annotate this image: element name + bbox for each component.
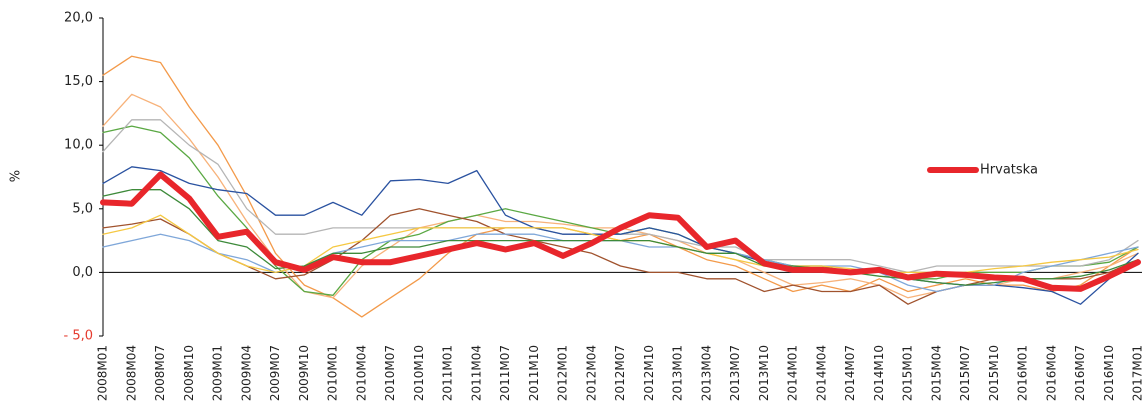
x-tick-label: 2015M10 xyxy=(987,345,1001,401)
x-tick-label: 2014M04 xyxy=(814,345,828,401)
x-tick-label: 2009M04 xyxy=(239,345,253,401)
x-tick-label: 2016M01 xyxy=(1016,345,1030,401)
x-tick-label: 2013M10 xyxy=(757,345,771,401)
y-tick-label: 15,0 xyxy=(64,74,93,89)
series-line xyxy=(102,119,1139,274)
y-tick-label: 5,0 xyxy=(72,201,93,216)
x-tick-label: 2010M07 xyxy=(383,345,397,401)
x-tick-label: 2016M10 xyxy=(1102,345,1116,401)
series-line xyxy=(102,189,1139,286)
y-tick-label: 20,0 xyxy=(64,11,93,26)
x-tick-label: 2013M04 xyxy=(699,345,713,401)
x-tick-label: 2013M07 xyxy=(728,345,742,401)
y-tick-label: 0,0 xyxy=(72,265,93,280)
x-tick-label: 2011M01 xyxy=(441,345,455,401)
x-tick-label: 2015M07 xyxy=(958,345,972,401)
x-tick-label: 2008M01 xyxy=(96,345,110,401)
highlight-line xyxy=(100,171,1141,292)
x-tick-label: 2009M01 xyxy=(211,345,225,401)
x-tick-label: 2016M04 xyxy=(1044,345,1058,401)
x-tick-label: 2017M01 xyxy=(1131,345,1144,401)
x-tick-label: 2011M07 xyxy=(498,345,512,401)
legend-label: Hrvatska xyxy=(980,163,1038,178)
x-tick-label: 2008M04 xyxy=(124,345,138,401)
x-tick-label: 2014M07 xyxy=(843,345,857,401)
x-tick-label: 2011M10 xyxy=(527,345,541,401)
x-tick-label: 2010M01 xyxy=(326,345,340,401)
x-tick-label: 2012M04 xyxy=(584,345,598,401)
y-tick-label: - 5,0 xyxy=(64,329,94,344)
y-tick-label: 10,0 xyxy=(64,138,93,153)
x-tick-label: 2011M04 xyxy=(469,345,483,401)
x-tick-label: 2016M07 xyxy=(1073,345,1087,401)
x-tick-label: 2012M01 xyxy=(556,345,570,401)
x-tick-label: 2015M01 xyxy=(901,345,915,401)
x-tick-label: 2008M10 xyxy=(182,345,196,401)
x-tick-label: 2010M04 xyxy=(354,345,368,401)
x-tick-label: 2009M10 xyxy=(297,345,311,401)
y-axis-label: % xyxy=(9,170,24,182)
series-line xyxy=(102,93,1139,299)
x-tick-label: 2012M07 xyxy=(613,345,627,401)
x-tick-label: 2009M07 xyxy=(268,345,282,401)
x-tick-label: 2012M10 xyxy=(642,345,656,401)
x-tick-label: 2014M10 xyxy=(872,345,886,401)
x-tick-label: 2014M01 xyxy=(786,345,800,401)
x-tick-label: 2013M01 xyxy=(671,345,685,401)
x-tick-label: 2008M07 xyxy=(153,345,167,401)
x-tick-label: 2010M10 xyxy=(412,345,426,401)
series-line xyxy=(102,208,1139,305)
x-tick-label: 2015M04 xyxy=(929,345,943,401)
